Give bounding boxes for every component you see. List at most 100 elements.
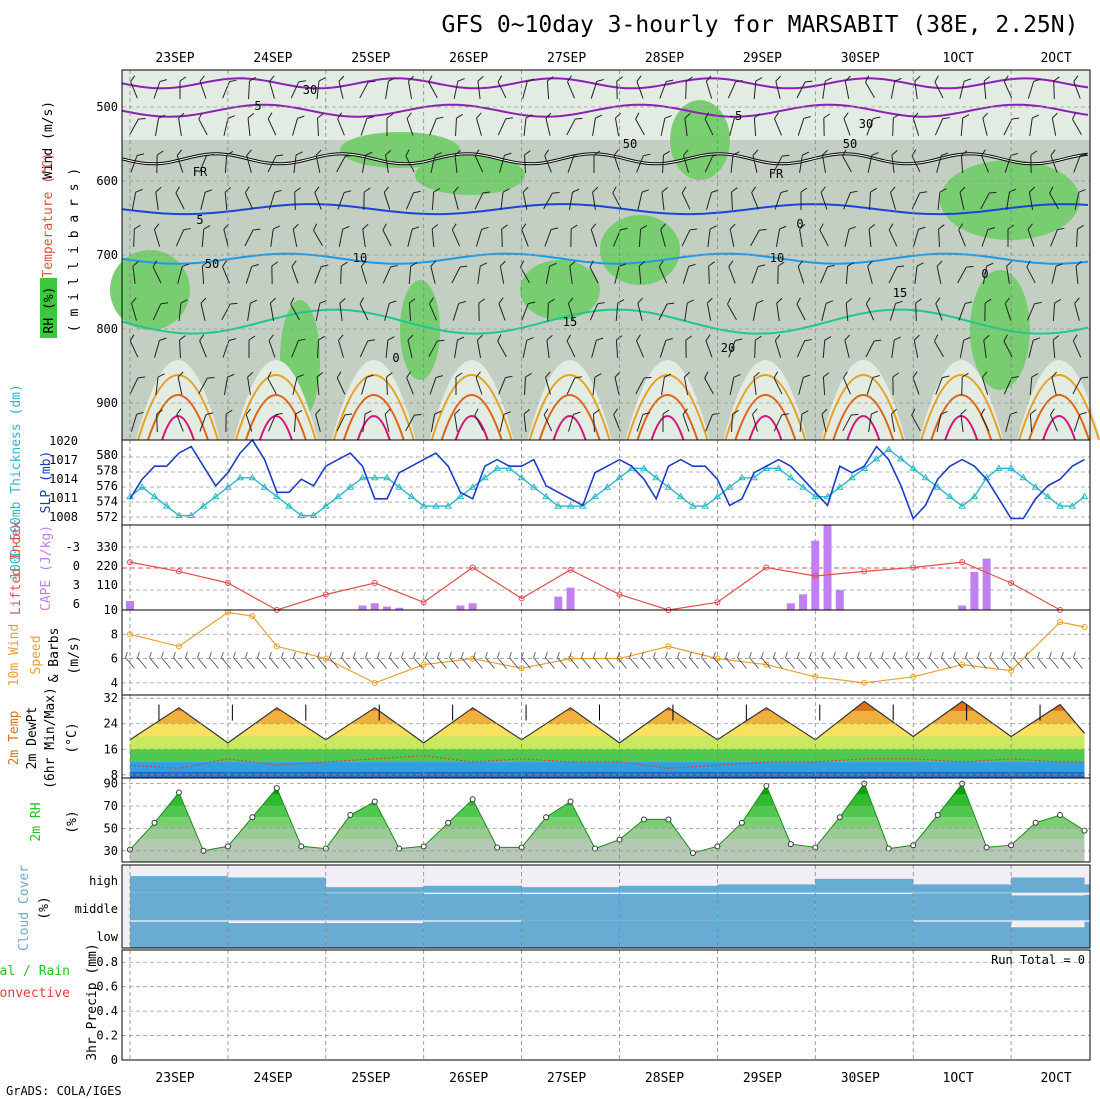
wind-barb-flag — [752, 408, 758, 415]
wind-barb — [384, 300, 397, 321]
wind-barb-staff — [960, 154, 964, 174]
wind-barb-staff — [684, 118, 688, 136]
wind-barb-staff — [386, 376, 388, 396]
cape-bar — [382, 606, 391, 610]
pressure-tick-label: 800 — [96, 322, 118, 336]
wind-barb-staff — [339, 303, 343, 321]
wind-barb-flag — [966, 266, 974, 268]
wind-barb-staff — [936, 266, 942, 284]
wind-barb — [316, 372, 323, 396]
wind-barb-flag — [779, 225, 787, 230]
ylabel-slp: SLP (mb) — [39, 451, 54, 514]
wind-barb-staff — [361, 155, 367, 173]
surface-barb-staff — [341, 657, 351, 669]
wind-barb-flag — [428, 75, 433, 83]
surface-wind-barb — [773, 651, 783, 669]
wind-barb-staff — [891, 155, 895, 173]
surface-barb-staff — [893, 657, 903, 669]
cape-bar — [786, 603, 795, 610]
wind-barb-flag — [912, 112, 919, 119]
wind-barb — [244, 228, 261, 247]
wind-barb-flag — [433, 188, 441, 193]
wind-barb-staff — [546, 340, 550, 358]
wind-barb-staff — [796, 81, 806, 99]
wind-barb-flag — [1055, 263, 1063, 267]
rh-marker — [983, 844, 990, 851]
surface-barb-flag — [1025, 651, 1028, 658]
wind-barb-flag — [314, 186, 320, 193]
wind-barb — [270, 225, 280, 247]
li-tick: -3 — [66, 540, 80, 554]
wind-barb-flag — [339, 297, 346, 304]
thickness-marker — [346, 483, 355, 490]
wind-barb-staff — [796, 340, 806, 358]
surface-barb-staff — [365, 657, 375, 669]
wind-barb-staff — [960, 414, 964, 432]
lifted-index-marker — [420, 599, 427, 606]
wind-barb-staff — [547, 302, 549, 322]
wind-barb-staff — [706, 303, 712, 321]
wind-barb — [386, 372, 393, 396]
wind-barb — [913, 334, 920, 358]
wind-barb — [912, 371, 920, 395]
wind-barb — [546, 334, 553, 358]
wind-barb-staff — [842, 414, 852, 432]
wind-barb-staff — [153, 229, 161, 247]
wind-barb-staff — [957, 266, 967, 284]
wind-barb-flag — [569, 260, 576, 267]
wind-barb-flag — [527, 78, 535, 82]
rh-upper-band — [122, 70, 1090, 140]
wind-barb-staff — [705, 81, 713, 99]
wind-barb — [360, 116, 375, 136]
wind-barb — [662, 150, 670, 174]
wind-barb-staff — [385, 81, 389, 99]
wind-barb-flag — [590, 223, 597, 230]
wind-barb-flag — [757, 264, 766, 268]
wind-barb-flag — [827, 264, 835, 268]
surface-barb-flag — [233, 651, 236, 658]
wind-barb — [729, 223, 736, 247]
wind-barb-staff — [152, 266, 162, 284]
wind-barb-flag — [460, 265, 468, 268]
surface-barb-staff — [869, 657, 879, 669]
wind-barb-flag — [544, 149, 550, 156]
wind-barb-flag — [892, 372, 900, 378]
surface-barb-flag — [485, 651, 488, 658]
wind-barb-staff — [1053, 80, 1055, 100]
surface-barb-staff — [497, 657, 507, 669]
surface-barb-staff — [629, 657, 639, 669]
wind-barb-staff — [592, 376, 596, 396]
wind-barb — [156, 409, 163, 433]
contour-5c — [121, 203, 1089, 216]
wind-barb-flag — [275, 412, 283, 416]
wind-speed-marker — [910, 673, 917, 680]
surface-barb-staff — [173, 657, 183, 669]
pressure-tick-label: 600 — [96, 174, 118, 188]
wind-barb — [728, 260, 736, 284]
contour-label: FR — [769, 167, 784, 181]
surface-wind-barb — [353, 651, 363, 669]
wind-barb-staff — [798, 377, 804, 395]
wind-barb-staff — [659, 81, 667, 99]
wind-barb — [199, 153, 214, 173]
wind-barb-flag — [505, 117, 514, 120]
wind-barb-staff — [866, 377, 874, 395]
wind-barb — [1074, 297, 1080, 321]
wind-barb — [475, 226, 489, 247]
wind-barb — [958, 223, 966, 247]
wind-barb — [934, 75, 944, 99]
wind-barb-flag — [160, 302, 169, 305]
date-label-top: 28SEP — [645, 51, 684, 66]
wind-barb-staff — [1073, 414, 1081, 432]
surface-barb-staff — [701, 657, 711, 669]
rh-marker — [273, 785, 280, 792]
wind-barb — [936, 260, 943, 284]
wind-barb — [269, 297, 276, 321]
wind-barb-flag — [134, 224, 141, 230]
rh-marker — [469, 796, 476, 803]
wind-barb-staff — [293, 413, 297, 433]
wind-barb-flag — [638, 261, 646, 267]
slp-frame — [121, 439, 1091, 526]
surface-barb-staff — [413, 657, 423, 669]
